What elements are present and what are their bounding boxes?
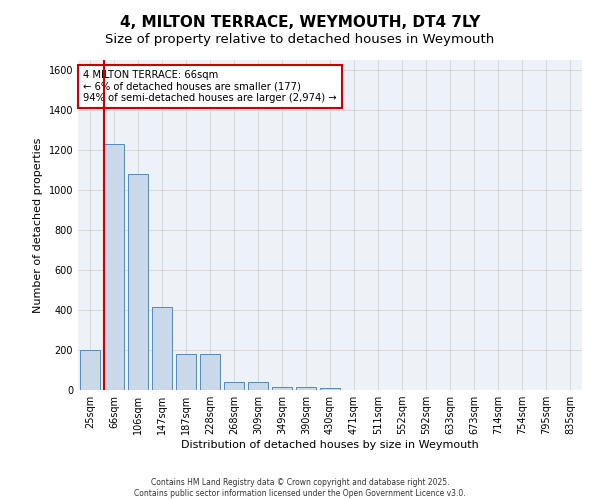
Text: Size of property relative to detached houses in Weymouth: Size of property relative to detached ho… xyxy=(106,32,494,46)
Bar xyxy=(128,174,148,390)
Text: 4 MILTON TERRACE: 66sqm
← 6% of detached houses are smaller (177)
94% of semi-de: 4 MILTON TERRACE: 66sqm ← 6% of detached… xyxy=(83,70,337,103)
X-axis label: Distribution of detached houses by size in Weymouth: Distribution of detached houses by size … xyxy=(181,440,479,450)
Text: Contains HM Land Registry data © Crown copyright and database right 2025.
Contai: Contains HM Land Registry data © Crown c… xyxy=(134,478,466,498)
Bar xyxy=(296,387,316,390)
Bar xyxy=(200,354,220,390)
Text: 4, MILTON TERRACE, WEYMOUTH, DT4 7LY: 4, MILTON TERRACE, WEYMOUTH, DT4 7LY xyxy=(120,15,480,30)
Bar xyxy=(176,354,196,390)
Bar xyxy=(248,382,268,390)
Bar xyxy=(320,388,340,390)
Bar xyxy=(80,350,100,390)
Bar xyxy=(104,144,124,390)
Bar xyxy=(224,382,244,390)
Bar xyxy=(152,307,172,390)
Y-axis label: Number of detached properties: Number of detached properties xyxy=(33,138,43,312)
Bar xyxy=(272,387,292,390)
